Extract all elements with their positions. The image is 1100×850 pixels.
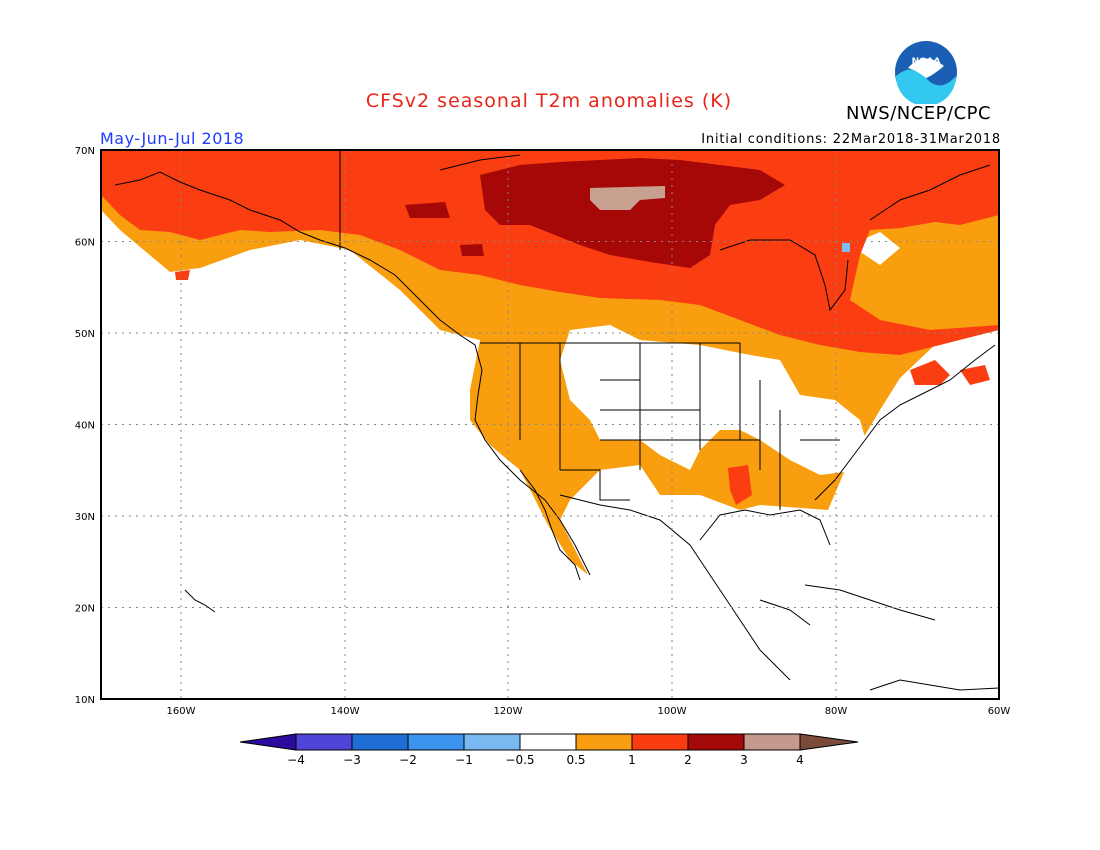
longitude-labels: 160W 140W 120W 100W 80W 60W (167, 706, 1011, 717)
legend-swatch (687, 733, 745, 751)
lat-label: 20N (75, 604, 95, 615)
lat-label: 60N (75, 238, 95, 249)
legend-tick-label: 4 (796, 753, 804, 767)
lat-label: 10N (75, 695, 95, 706)
legend-swatch (631, 733, 689, 751)
legend-arrow-high (799, 733, 859, 751)
legend-swatch (295, 733, 353, 751)
legend-tick-label: −3 (343, 753, 361, 767)
legend-tick-label: 3 (740, 753, 748, 767)
anomaly-field-moderate (101, 150, 999, 505)
lat-label: 40N (75, 421, 95, 432)
map-frame (100, 149, 1000, 700)
legend-swatch (351, 733, 409, 751)
legend-tick-label: 1 (628, 753, 636, 767)
legend-swatch (743, 733, 801, 751)
lat-label: 30N (75, 512, 95, 523)
logo-text: NOAA (912, 57, 941, 67)
graticule (101, 150, 999, 699)
organization-label: NWS/NCEP/CPC (846, 103, 992, 124)
legend-tick-label: 0.5 (566, 753, 585, 767)
legend-swatch (519, 733, 577, 751)
anomaly-field-strong (405, 158, 785, 268)
period-label: May-Jun-Jul 2018 (100, 129, 245, 148)
legend-tick-label: 2 (684, 753, 692, 767)
latitude-labels: 70N 60N 50N 40N 30N 20N 10N (75, 146, 95, 706)
legend-swatch (407, 733, 465, 751)
lon-label: 80W (825, 706, 848, 717)
chart-title: CFSv2 seasonal T2m anomalies (K) (365, 90, 733, 112)
legend-arrow-low (239, 733, 297, 751)
anomaly-field-extreme (590, 186, 665, 210)
lon-label: 120W (494, 706, 523, 717)
lon-label: 100W (658, 706, 687, 717)
legend-tick-label: −1 (455, 753, 473, 767)
coastlines (114, 150, 999, 691)
initial-conditions-label: Initial conditions: 22Mar2018-31Mar2018 (701, 132, 1001, 147)
lat-label: 70N (75, 146, 95, 157)
noaa-logo: NOAA (895, 41, 957, 104)
legend-tick-label: −4 (287, 753, 305, 767)
legend-tick-label: −0.5 (505, 753, 534, 767)
legend-swatch (575, 733, 633, 751)
anomaly-field-cool (842, 243, 850, 252)
lon-label: 60W (988, 706, 1011, 717)
lat-label: 50N (75, 329, 95, 340)
legend-tick-label: −2 (399, 753, 417, 767)
lon-label: 160W (167, 706, 196, 717)
lon-label: 140W (331, 706, 360, 717)
legend-swatch (463, 733, 521, 751)
